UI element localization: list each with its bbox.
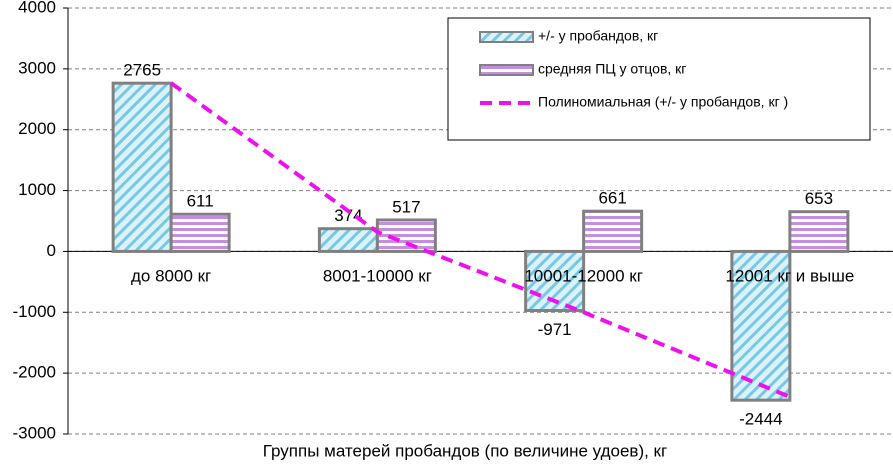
data-label: -971	[538, 320, 572, 339]
y-tick-label: 4000	[18, 0, 56, 16]
data-label: 2765	[123, 61, 161, 80]
data-label: 653	[805, 189, 833, 208]
bar	[375, 218, 437, 253]
data-label: 611	[187, 192, 214, 211]
y-tick-label: 2000	[18, 119, 56, 138]
x-tick-label: 12001 кг и выше	[725, 266, 854, 285]
y-tick-label: -2000	[13, 363, 56, 382]
bar	[788, 210, 850, 253]
legend-label: средняя ПЦ у отцов, кг	[538, 61, 686, 77]
x-tick-label: 10001-12000 кг	[524, 266, 643, 285]
legend-label: Полиномиальная (+/- у пробандов, кг )	[538, 94, 788, 110]
bar	[582, 209, 644, 253]
data-label: 517	[392, 197, 420, 216]
x-axis-title: Группы матерей пробандов (по величине уд…	[263, 441, 667, 460]
bar	[317, 227, 379, 253]
y-tick-label: -3000	[13, 423, 56, 442]
y-tick-label: 3000	[18, 58, 56, 77]
legend-swatch	[479, 64, 534, 76]
x-tick-label: до 8000 кг	[131, 266, 211, 285]
bar	[169, 212, 231, 253]
y-tick-label: -1000	[13, 302, 56, 321]
legend-label: +/- у пробандов, кг	[538, 28, 658, 44]
data-label: -2444	[739, 410, 782, 429]
legend-swatch	[479, 31, 534, 43]
bar	[730, 249, 792, 402]
y-tick-label: 0	[47, 241, 56, 260]
legend: +/- у пробандов, кг средняя ПЦ у отцов, к…	[447, 17, 871, 141]
x-tick-label: 8001-10000 кг	[323, 266, 432, 285]
data-label: 661	[598, 189, 626, 208]
trend-line	[169, 81, 791, 399]
data-label: 374	[334, 206, 362, 225]
y-tick-label: 1000	[18, 180, 56, 199]
bar	[111, 81, 173, 253]
